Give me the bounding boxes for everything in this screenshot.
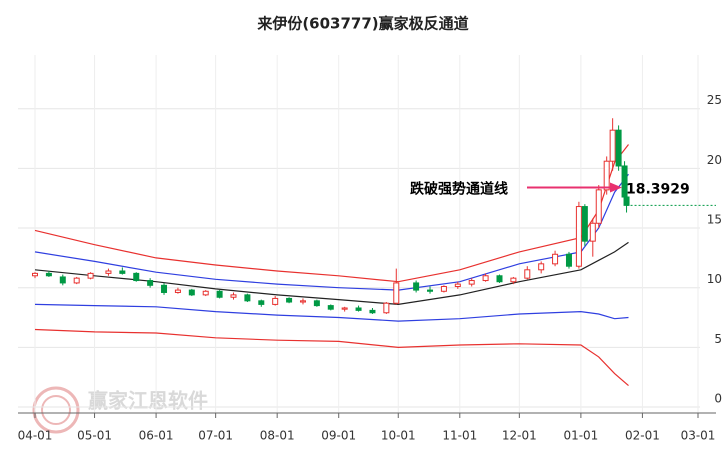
x-tick-label: 01-01 xyxy=(563,429,598,443)
annotation-arrowhead xyxy=(610,182,622,193)
candle-body xyxy=(355,307,362,311)
candle-body xyxy=(59,276,66,284)
watermark: 赢家江恩软件 xyxy=(88,389,208,413)
candle-body xyxy=(552,253,559,265)
candle-body xyxy=(286,297,293,303)
candle-body xyxy=(496,275,503,283)
candle-body xyxy=(510,277,517,283)
candle-body xyxy=(393,282,400,304)
y-tick-label: 15 xyxy=(707,213,722,227)
candle-body xyxy=(161,284,168,293)
candle-body xyxy=(258,300,265,305)
candle-body xyxy=(603,160,610,191)
x-tick-label: 12-01 xyxy=(502,429,537,443)
candle-body xyxy=(427,289,434,292)
candle-body xyxy=(581,206,588,242)
candle-body xyxy=(595,189,602,224)
y-tick-label: 0 xyxy=(714,392,722,406)
x-tick-label: 08-01 xyxy=(260,429,295,443)
annotation-value: 18.3929 xyxy=(626,182,690,198)
y-tick-label: 10 xyxy=(707,272,722,286)
y-tick-label: 5 xyxy=(714,332,722,346)
candle-body xyxy=(32,272,38,277)
x-tick-label: 10-01 xyxy=(381,429,416,443)
watermark-logo xyxy=(32,386,80,434)
channel-line xyxy=(34,241,629,306)
candle-body xyxy=(575,206,582,267)
candle-body xyxy=(615,129,622,167)
x-tick-label: 07-01 xyxy=(198,429,233,443)
candle-body xyxy=(454,283,461,288)
candle-body xyxy=(538,263,545,271)
x-tick-label: 06-01 xyxy=(139,429,174,443)
annotation-text: 跌破强势通道线 xyxy=(410,181,508,198)
candle-body xyxy=(174,289,181,293)
candle-body xyxy=(313,300,320,307)
candle-body xyxy=(73,277,80,284)
candle-body xyxy=(272,297,279,305)
x-tick-label: 11-01 xyxy=(442,429,477,443)
channel-line xyxy=(34,303,629,322)
x-tick-label: 02-01 xyxy=(625,429,660,443)
candle-body xyxy=(623,196,630,206)
candle-body xyxy=(440,286,447,292)
candle-body xyxy=(565,253,572,267)
x-tick-label: 04-01 xyxy=(18,429,53,443)
candle-body xyxy=(133,272,140,282)
candle-body xyxy=(468,280,475,285)
candle-body xyxy=(369,309,376,314)
candle-body xyxy=(244,294,251,302)
x-tick-label: 05-01 xyxy=(77,429,112,443)
candle-body xyxy=(188,289,195,296)
candle-body xyxy=(202,290,209,296)
candle-body xyxy=(230,294,237,298)
candle-body xyxy=(327,305,334,310)
y-tick-label: 20 xyxy=(707,153,722,167)
candle-body xyxy=(413,282,420,291)
candle-body xyxy=(45,272,52,277)
candle-body xyxy=(119,270,126,274)
candle-body xyxy=(383,302,390,314)
candle-body xyxy=(341,307,348,310)
x-tick-label: 03-01 xyxy=(681,429,716,443)
candle-body xyxy=(216,290,223,298)
chart-title: 来伊份(603777)赢家极反通道 xyxy=(256,15,468,33)
candle-body xyxy=(524,269,531,279)
x-tick-label: 09-01 xyxy=(321,429,356,443)
candle-body xyxy=(147,280,154,286)
channel-line xyxy=(34,328,629,387)
candle-body xyxy=(589,222,596,242)
candle-body xyxy=(87,272,94,279)
candle-body xyxy=(482,275,489,282)
channel-line xyxy=(34,144,629,283)
candle-body xyxy=(105,270,112,274)
candle-body xyxy=(299,300,306,303)
y-tick-label: 25 xyxy=(707,93,722,107)
candle-body xyxy=(609,129,616,162)
